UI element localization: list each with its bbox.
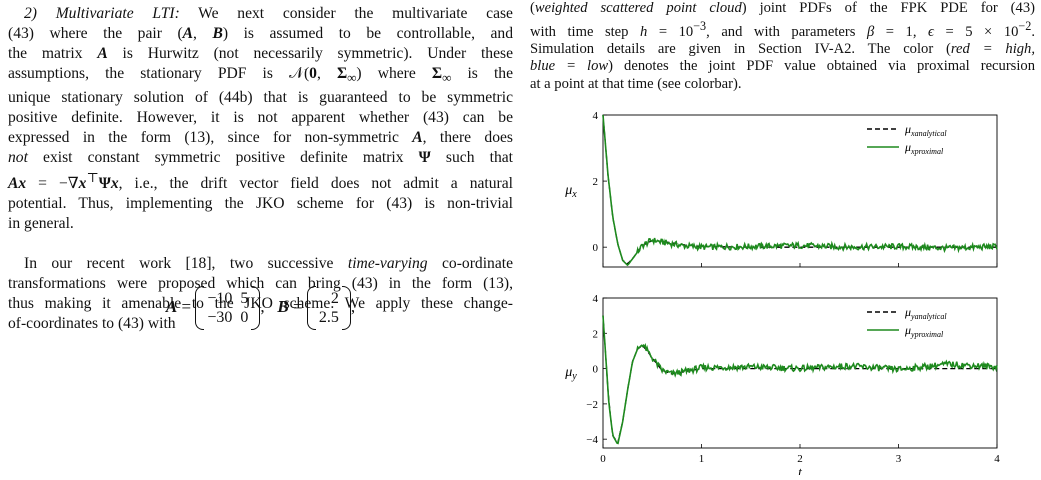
legend-label: μyanalytical bbox=[904, 305, 947, 321]
y-tick-label: −4 bbox=[586, 434, 598, 446]
text-line: thus making it amenable to the JKO schem… bbox=[8, 295, 513, 313]
y-tick-label: 4 bbox=[593, 293, 599, 305]
series-line-analytical bbox=[602, 315, 997, 445]
legend-label: μxanalytical bbox=[904, 122, 947, 138]
legend: μyanalytical μyproximal bbox=[867, 305, 947, 339]
y-tick-label: 0 bbox=[593, 242, 599, 254]
y-axis-label: μx bbox=[564, 183, 577, 200]
x-tick-label: 4 bbox=[994, 453, 1000, 465]
x-tick-label: 3 bbox=[896, 453, 902, 465]
y-tick-label: 2 bbox=[593, 328, 599, 340]
x-axis-label: t bbox=[798, 464, 802, 475]
caption-line: Simulation details are given in Section … bbox=[530, 40, 1035, 57]
text-line: in general. bbox=[8, 215, 74, 233]
legend: μxanalytical μxproximal bbox=[867, 122, 947, 156]
y-tick-label: 0 bbox=[593, 364, 599, 376]
matrix-a: −10 5 −30 0 bbox=[195, 286, 261, 330]
caption-line: blue = low) denotes the joint PDF value … bbox=[530, 58, 1036, 75]
series-line-proximal bbox=[602, 114, 998, 267]
text-line: In our recent work [18], two successive … bbox=[24, 255, 513, 273]
text-line: of-coordinates to (43) with bbox=[8, 315, 176, 333]
text-line: expressed in the form (13), since for no… bbox=[8, 129, 513, 147]
x-tick-label: 0 bbox=[600, 453, 606, 465]
text-line: potential. Thus, implementing the JKO sc… bbox=[8, 195, 513, 213]
right-column: (weighted scattered point cloud) joint P… bbox=[530, 0, 1035, 93]
text-line: positive definite. However, it is not ap… bbox=[8, 109, 513, 127]
caption-line: with time step h = 10−3, and with parame… bbox=[530, 18, 1036, 40]
text-line: transformations were proposed which can … bbox=[8, 275, 513, 293]
matrix-b: 2 2.5 bbox=[306, 286, 351, 330]
y-tick-label: 2 bbox=[593, 176, 599, 188]
series-line-proximal bbox=[602, 315, 998, 445]
x-tick-label: 2 bbox=[797, 453, 803, 465]
text-line: the matrix A is Hurwitz (not necessarily… bbox=[8, 45, 514, 62]
text-line: not exist constant symmetric positive de… bbox=[8, 149, 513, 167]
paragraph-multivariate-lti: 2) Multivariate LTI: We next consider th… bbox=[8, 4, 513, 234]
y-axis-label: μy bbox=[564, 365, 577, 382]
y-tick-label: 4 bbox=[593, 110, 599, 122]
legend-label: μyproximal bbox=[904, 323, 944, 339]
y-tick-label: −2 bbox=[586, 399, 598, 411]
legend-label: μxproximal bbox=[904, 140, 944, 156]
figure-caption: (weighted scattered point cloud) joint P… bbox=[530, 0, 1035, 93]
equation-a-b: A = −10 5 −30 0 , B = 2 2.5 , bbox=[8, 286, 513, 330]
text-line: (43) where the pair (A, B) is assumed to… bbox=[8, 25, 514, 42]
x-tick-label: 1 bbox=[699, 453, 705, 465]
figure-plots: 0 2 4 μx μxanalytical μxproximal −4 −2 0 2 4 0 1 2 3 4… bbox=[564, 110, 1000, 475]
text-line: Ax = −∇x⊤Ψx, i.e., the drift vector fiel… bbox=[8, 170, 513, 193]
caption-line: at a point at that time (see colorbar). bbox=[530, 75, 742, 92]
plot-mu-y: −4 −2 0 2 4 0 1 2 3 4 μy t μyanalytical μyproximal bbox=[564, 293, 1000, 475]
paragraph-recent-work: In our recent work [18], two successive … bbox=[8, 254, 513, 334]
text-line: unique stationary solution of (44b) that… bbox=[8, 89, 513, 107]
text-line: assumptions, the stationary PDF is 𝒩(0, … bbox=[8, 65, 514, 86]
plot-mu-x: 0 2 4 μx μxanalytical μxproximal bbox=[564, 110, 998, 268]
text-line: 2) Multivariate LTI: We next consider th… bbox=[24, 5, 513, 22]
caption-line: (weighted scattered point cloud) joint P… bbox=[530, 0, 1035, 16]
left-column: 2) Multivariate LTI: We next consider th… bbox=[8, 4, 513, 334]
